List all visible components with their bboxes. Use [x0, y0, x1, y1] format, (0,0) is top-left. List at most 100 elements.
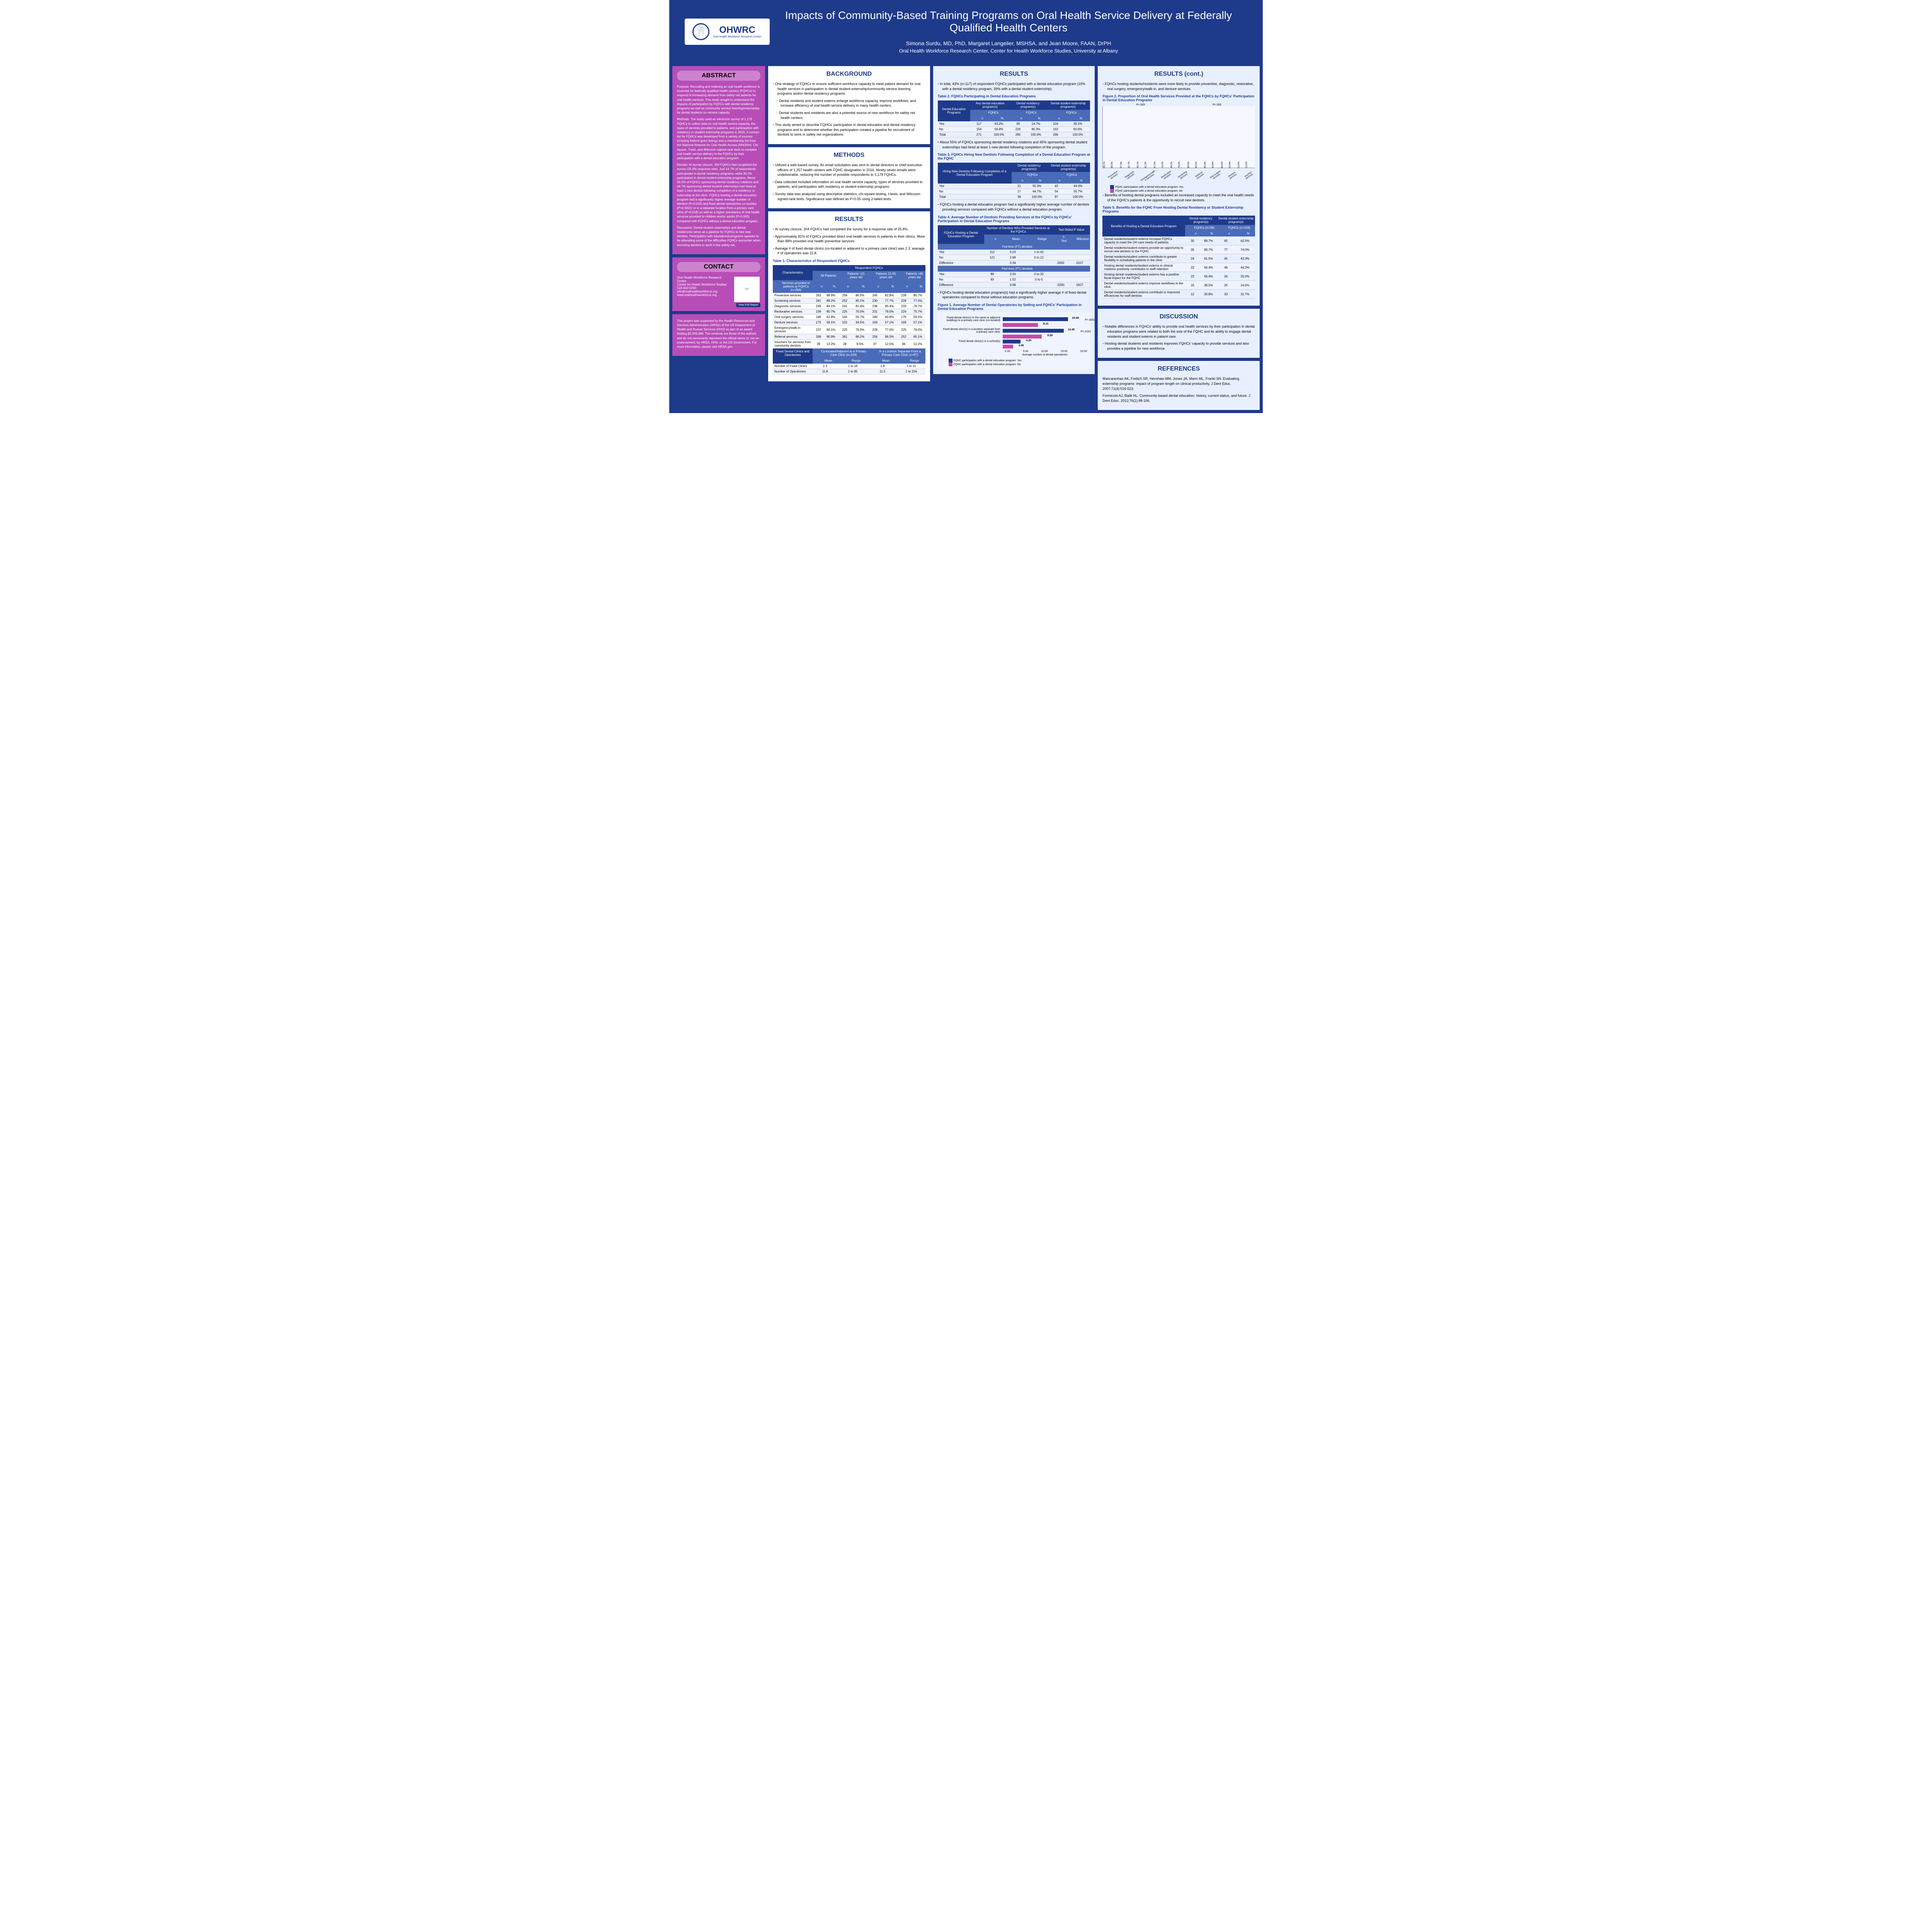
- contact-heading: CONTACT: [677, 262, 760, 272]
- t1-h-mean1: Mean: [813, 358, 838, 364]
- bar-row: 2.46: [941, 345, 1087, 349]
- t4-h-mean: Mean: [1000, 235, 1026, 244]
- table-row: Dental residents/student externs contrib…: [1102, 290, 1255, 299]
- t4-pt: Part-time (PT) dentists: [938, 265, 1090, 272]
- poster-title: Impacts of Community-Based Training Prog…: [770, 9, 1247, 34]
- table4-title: Table 4. Average Number of Dentists Prov…: [938, 215, 1090, 223]
- discussion-panel: DISCUSSION Notable differences in FQHCs'…: [1098, 309, 1260, 358]
- t3-h-res: Dental residency program(s): [1012, 163, 1047, 172]
- t3-h-hire: Hiring New Dentists Following Completion…: [938, 163, 1012, 184]
- t5-h-resn: FQHCs (n=39): [1185, 225, 1217, 231]
- t4-h-wx: Wilcoxon: [1069, 235, 1090, 244]
- table-row: Preventive services26388.9%25686.5%24582…: [773, 293, 925, 298]
- results1-item-1: At survey closure, 304 FQHCs had complet…: [777, 227, 925, 232]
- discussion-heading: DISCUSSION: [1102, 313, 1255, 320]
- results2-item-1: In total, 43% (n=117) of respondent FQHC…: [942, 82, 1090, 91]
- bg-item-2: This study aimed to describe FQHCs' part…: [777, 122, 925, 137]
- bar-row: 9.28: [941, 335, 1087, 338]
- table-row: Yes2155.3%4344.3%: [938, 184, 1090, 189]
- abstract-purpose: Purpose: Recruiting and retaining an ora…: [677, 85, 760, 115]
- results1-panel: RESULTS At survey closure, 304 FQHCs had…: [768, 211, 930, 381]
- results2-panel: RESULTS In total, 43% (n=117) of respond…: [933, 66, 1095, 374]
- table1: CharacteristicsRespondent FQHCs All Pati…: [773, 265, 925, 374]
- poster: 🦷 OHWRC Oral Health Workforce Research C…: [669, 0, 1263, 413]
- t3-h-fq1: FQHCs: [1012, 172, 1047, 178]
- results1-item-3: Average # of fixed dental clinics (co-lo…: [777, 246, 925, 256]
- results1-heading: RESULTS: [773, 216, 925, 223]
- t3-h-fq2: FQHCs: [1047, 172, 1090, 178]
- discussion-item-1: Notable differences in FQHCs' ability to…: [1107, 324, 1255, 339]
- results2-heading: RESULTS: [938, 71, 1090, 78]
- table-row: Yes892.500 to 32: [938, 272, 1090, 277]
- t1-h-gt65: Patients >65 years old: [897, 271, 925, 280]
- table5: Benefits of Hosting a Dental Education P…: [1102, 216, 1255, 299]
- affiliation: Oral Health Workforce Research Center, C…: [770, 48, 1247, 54]
- results3-item-1: FQHCs hosting students/residents were mo…: [1107, 82, 1255, 91]
- column-3: RESULTS In total, 43% (n=117) of respond…: [933, 66, 1095, 410]
- bar-row: 8.31: [941, 323, 1087, 327]
- footnote-panel: This project was supported by the Health…: [672, 314, 765, 356]
- table-row: No1744.7%5455.7%: [938, 189, 1090, 194]
- t5-h-ben: Benefits of Hosting a Dental Education P…: [1102, 216, 1185, 236]
- table-row: Dental residents/student externs improve…: [1102, 281, 1255, 290]
- t4-h-host: FQHCs Hosting a Dental Education Program: [938, 225, 985, 244]
- contact-panel: CONTACT QR Oral Health Workforce Researc…: [672, 257, 765, 311]
- bar-row: Fixed dental clinic(s) in a location sep…: [941, 328, 1087, 333]
- table-row: No15456.8%22685.3%16260.9%: [938, 127, 1090, 132]
- table-row: Dental residents/student externs increas…: [1102, 236, 1255, 245]
- t2-h-ext: Dental student externship program(s): [1046, 100, 1090, 110]
- results1-item-2: Approximately 81% of FQHCs provided dire…: [777, 234, 925, 244]
- table3-title: Table 3. FQHCs Hiring New Dentists Follo…: [938, 153, 1090, 160]
- column-2: BACKGROUND One strategy of FQHCs to ensu…: [768, 66, 930, 410]
- header: 🦷 OHWRC Oral Health Workforce Research C…: [669, 0, 1263, 63]
- fig2-legend-no: FQHC participation with a dental educati…: [1115, 190, 1182, 192]
- table3: Hiring New Dentists Following Completion…: [938, 163, 1090, 200]
- results2-item-4: FQHCs hosting dental education program(s…: [942, 290, 1090, 300]
- t2-h-fq1: FQHCs: [970, 110, 1010, 116]
- t3-h-ext: Dental student externship program(s): [1047, 163, 1090, 172]
- t1-h-fixed: Fixed Dental Clinics and Operatories: [773, 349, 813, 358]
- funding-footnote: This project was supported by the Health…: [677, 319, 760, 349]
- t1-h-co: Co-located/Adjacent to a Primary Care Cl…: [813, 349, 868, 358]
- column-4: RESULTS (cont.) FQHCs hosting students/r…: [1098, 66, 1260, 410]
- table-row: Emergency/walk in services23780.1%22576.…: [773, 325, 925, 334]
- table2-title: Table 2. FQHCs Participating in Dental E…: [938, 94, 1090, 98]
- t1-h-lt21: Patients <21 years old: [838, 271, 868, 280]
- t1-h-sep: In a Location Separate From a Primary Ca…: [868, 349, 925, 358]
- tooth-icon: 🦷: [692, 23, 709, 40]
- references-panel: REFERENCES Mascarenhas AK, Freilich SR, …: [1098, 361, 1260, 410]
- bg-item-1a: Dental residents and student externs enl…: [781, 99, 925, 108]
- table-row: Number of Operatories11.81 to 8511.51 to…: [773, 369, 925, 374]
- table-row: Screening services26188.2%25285.1%23077.…: [773, 298, 925, 304]
- fig1-chart: Fixed dental clinic(s) in the same or ad…: [938, 312, 1090, 369]
- t5-h-ext: Dental student externship program(s): [1217, 216, 1255, 225]
- t1-h-2165: Patients 21-65 years old: [868, 271, 897, 280]
- methods-item-2: Data collected included information on o…: [777, 180, 925, 189]
- table-row: Yes1125.031 to 42: [938, 250, 1090, 255]
- table-row: Hosting dental residents/student externs…: [1102, 272, 1255, 281]
- table-row: No931.520 to 5: [938, 277, 1090, 282]
- table-row: No1212.690 to 12: [938, 255, 1090, 260]
- abstract-results: Results: At survey closure, 304 FQHCs ha…: [677, 163, 760, 223]
- t4-h-n: n: [984, 235, 1000, 244]
- background-panel: BACKGROUND One strategy of FQHCs to ensu…: [768, 66, 930, 144]
- results3-item-2: Benefits of hosting dental programs incl…: [1107, 193, 1255, 202]
- table-row: Hosting dental residents/student externs…: [1102, 263, 1255, 272]
- table-row: Vouchers for services from community den…: [773, 340, 925, 349]
- abstract-panel: ABSTRACT Purpose: Recruiting and retaini…: [672, 66, 765, 254]
- view-report-button[interactable]: View Full Report: [736, 303, 760, 307]
- t1-h-char: Characteristics: [773, 265, 813, 280]
- t2-h-prog: Dental Education Programs: [938, 100, 970, 121]
- bar-row: Fixed dental clinic(s) in the same or ad…: [941, 316, 1087, 322]
- qr-code: QR: [733, 276, 760, 303]
- table-row: Difference2.34.0002.0157: [938, 260, 1090, 265]
- table1-title: Table 1. Characteristics of Respondent F…: [773, 259, 925, 263]
- fig2-p-right: P<.005: [1213, 104, 1221, 106]
- t1-h-svc: Services provided to patients at FQHCs (…: [773, 280, 813, 293]
- fig2-p-left: P<.005: [1136, 104, 1145, 106]
- body: ABSTRACT Purpose: Recruiting and retaini…: [669, 63, 1263, 413]
- results2-item-2: About 55% of FQHCs sponsoring dental res…: [942, 140, 1090, 150]
- table4: FQHCs Hosting a Dental Education Program…: [938, 225, 1090, 288]
- results2-item-3: FQHCs hosting a dental education program…: [942, 202, 1090, 212]
- abstract-methods: Methods: The study used an electronic su…: [677, 117, 760, 160]
